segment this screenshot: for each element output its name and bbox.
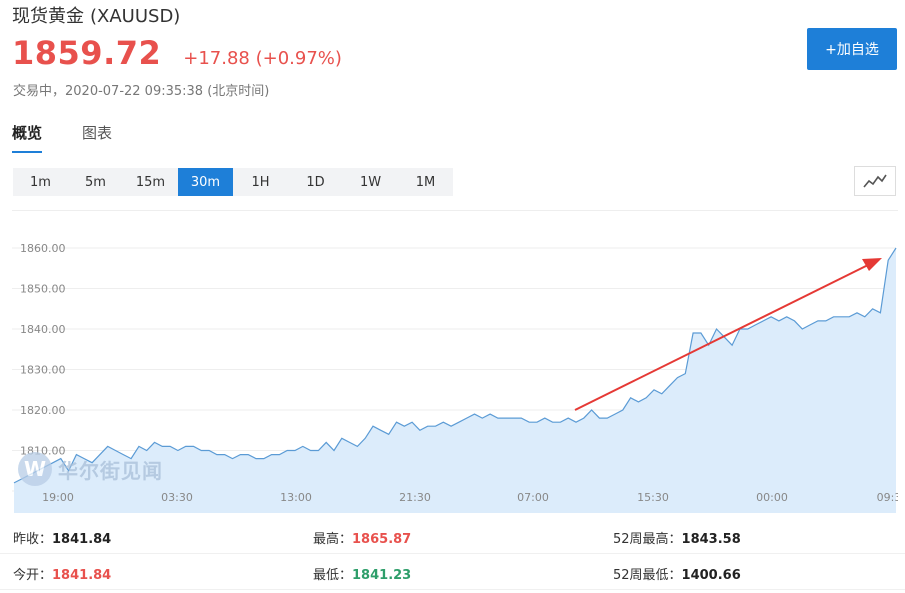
stats-row-1: 昨收：1841.84 最高：1865.87 52周最高：1843.58 [0, 518, 905, 554]
stat-open: 今开：1841.84 [13, 568, 112, 583]
x-tick-label: 21:30 [399, 491, 431, 504]
stats-row-2: 今开：1841.84 最低：1841.23 52周最低：1400.66 [0, 554, 905, 590]
y-tick-label: 1830.00 [20, 364, 66, 377]
period-15m[interactable]: 15m [135, 174, 166, 190]
price-line [13, 247, 897, 484]
trend-arrow-line [574, 263, 871, 411]
x-tick-label: 09:3 [877, 491, 898, 504]
stat-high: 最高：1865.87 [313, 532, 412, 547]
period-1w[interactable]: 1W [359, 174, 382, 190]
stat-prev-close: 昨收：1841.84 [13, 532, 112, 547]
trend-arrow-head [862, 258, 882, 271]
stat-low: 最低：1841.23 [313, 568, 412, 583]
instrument-title: 现货黄金 (XAUUSD) [12, 2, 180, 28]
chart-type-button[interactable] [854, 166, 896, 196]
period-1d[interactable]: 1D [306, 174, 325, 190]
instrument-symbol: (XAUUSD) [90, 6, 181, 27]
price-row: 1859.72 +17.88 (+0.97%) [12, 34, 342, 72]
x-tick-label: 03:30 [161, 491, 193, 504]
tab-chart[interactable]: 图表 [82, 124, 113, 142]
watermark: W 华尔街见闻 [18, 452, 163, 486]
current-price: 1859.72 [12, 34, 162, 72]
y-tick-label: 1820.00 [20, 404, 66, 417]
price-change: +17.88 (+0.97%) [183, 48, 342, 69]
instrument-name: 现货黄金 [12, 6, 84, 27]
line-chart-icon [863, 174, 887, 188]
x-tick-label: 07:00 [517, 491, 549, 504]
y-tick-label: 1840.00 [20, 323, 66, 336]
period-1m[interactable]: 1m [30, 174, 51, 190]
x-tick-label: 00:00 [756, 491, 788, 504]
stat-52w-high: 52周最高：1843.58 [613, 532, 741, 547]
x-tick-label: 15:30 [637, 491, 669, 504]
price-chart[interactable]: 1860.00 1850.00 1840.00 1830.00 1820.00 1810.… [12, 210, 898, 513]
tab-bar: 概览 图表 [12, 122, 152, 153]
x-tick-label: 19:00 [42, 491, 74, 504]
price-area [14, 248, 896, 513]
x-tick-label: 13:00 [280, 491, 312, 504]
y-tick-label: 1860.00 [20, 242, 66, 255]
period-selector: 1m 5m 15m 30m 1H 1D 1W 1M [13, 168, 453, 196]
stat-52w-low: 52周最低：1400.66 [613, 568, 741, 583]
trading-status: 交易中，2020-07-22 09:35:38 (北京时间) [13, 84, 270, 99]
add-to-watchlist-button[interactable]: +加自选 [807, 28, 897, 70]
price-chart-svg: 1860.001850.001840.001830.001820.001810.… [12, 242, 898, 513]
y-tick-label: 1850.00 [20, 283, 66, 296]
period-30m[interactable]: 30m [178, 168, 233, 196]
wallstreetcn-logo-icon: W [18, 452, 52, 486]
period-5m[interactable]: 5m [85, 174, 106, 190]
period-1h[interactable]: 1H [251, 174, 270, 190]
tab-overview[interactable]: 概览 [12, 122, 43, 153]
period-1mo[interactable]: 1M [415, 174, 436, 190]
watermark-text: 华尔街见闻 [58, 458, 163, 483]
